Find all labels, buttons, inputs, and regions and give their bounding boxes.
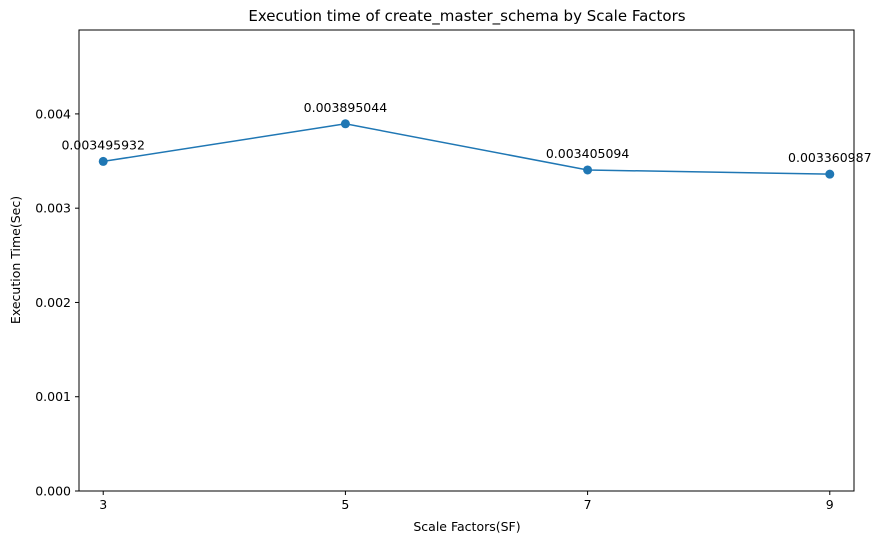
x-tick-label: 9 (826, 497, 834, 512)
x-axis-ticks: 3 5 7 9 (99, 491, 834, 512)
data-point (825, 169, 835, 179)
y-tick-label: 0.003 (35, 201, 71, 216)
x-tick-label: 5 (341, 497, 349, 512)
y-tick-label: 0.002 (35, 295, 71, 310)
y-tick-label: 0.001 (35, 389, 71, 404)
y-axis-label: Execution Time(Sec) (8, 196, 23, 324)
plot-frame (78, 29, 855, 492)
x-axis-label: Scale Factors(SF) (413, 519, 520, 534)
data-label: 0.003895044 (304, 100, 388, 115)
x-tick-label: 7 (584, 497, 592, 512)
data-point (340, 119, 350, 129)
series-markers (98, 119, 835, 179)
data-labels: 0.003495932 0.003895044 0.003405094 0.00336… (61, 100, 871, 165)
y-tick-label: 0.000 (35, 484, 71, 499)
series-line (103, 123, 830, 175)
data-point (583, 165, 593, 175)
chart-title: Execution time of create_master_schema b… (248, 7, 685, 26)
data-label: 0.003405094 (546, 146, 630, 161)
x-tick-label: 3 (99, 497, 107, 512)
y-tick-label: 0.004 (35, 106, 71, 121)
data-label: 0.003495932 (61, 137, 145, 152)
y-axis-ticks: 0.000 0.001 0.002 0.003 0.004 (35, 106, 79, 499)
data-label: 0.003360987 (788, 150, 872, 165)
data-point (98, 156, 108, 166)
